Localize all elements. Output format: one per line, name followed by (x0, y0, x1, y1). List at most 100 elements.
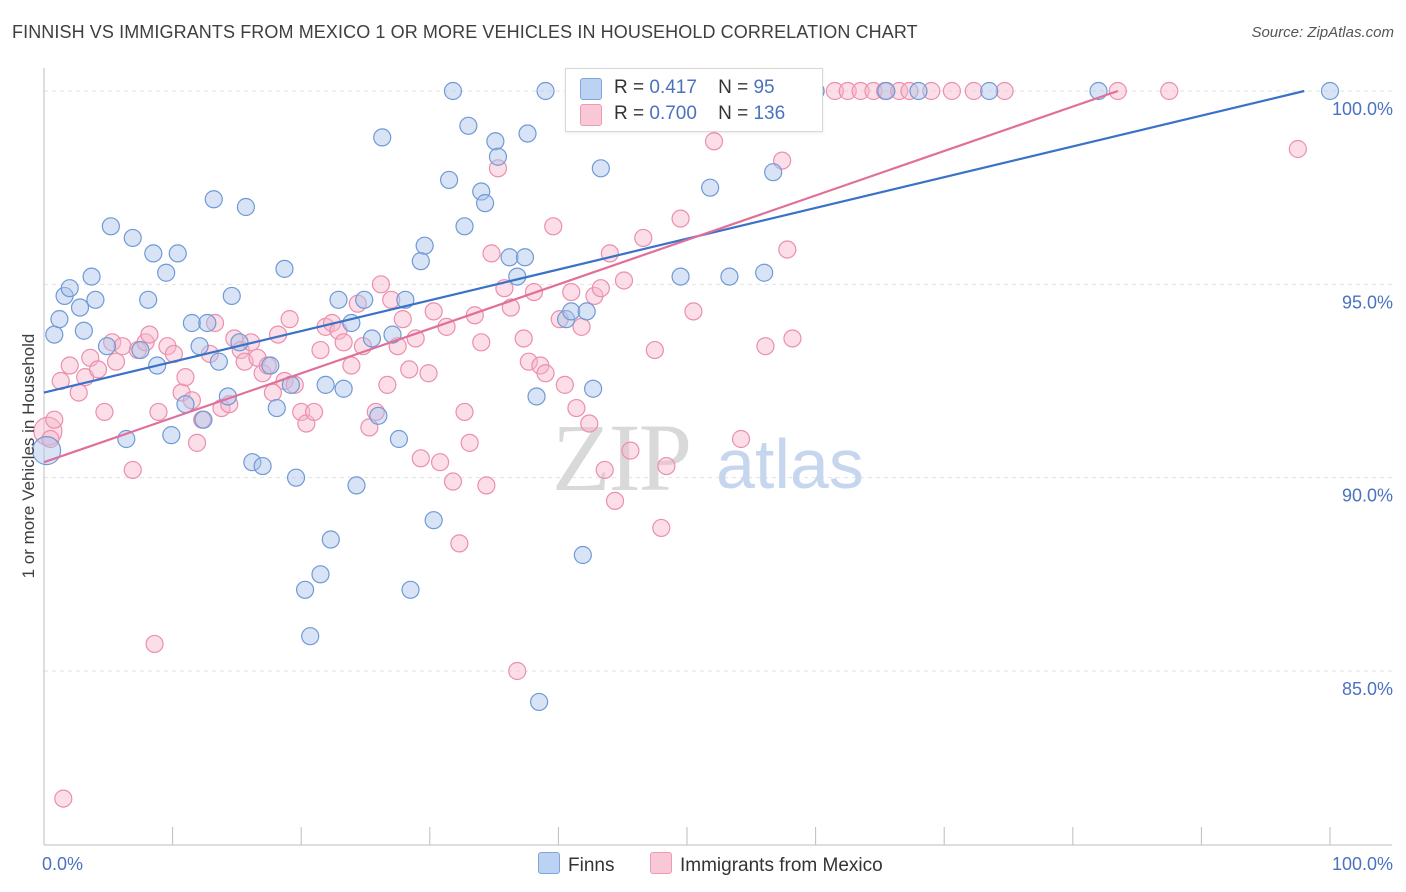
finns-point-31 (243, 453, 262, 472)
finns-point-6 (74, 321, 93, 340)
finns-point-8 (86, 290, 105, 309)
y-tick-label-1: 90.0% (1342, 486, 1393, 506)
mexico-point-87 (555, 375, 574, 394)
finns-point-87 (764, 163, 783, 182)
mexico-point-130 (942, 81, 962, 101)
mexico-point-58 (382, 290, 401, 309)
mexico-point-100 (634, 228, 653, 248)
mexico-point-122 (825, 81, 844, 101)
finns-point-84 (720, 267, 739, 286)
finns-point-12 (123, 228, 142, 248)
mexico-point-19 (149, 402, 168, 422)
bottom-mexico-swatch (650, 852, 672, 874)
finns-point-92 (980, 81, 999, 101)
stats-legend: R = 0.417 N = 95 R = 0.700 N = 136 (565, 68, 823, 132)
finns-point-14 (139, 290, 158, 309)
finns-point-7 (82, 267, 101, 286)
finns-point-32 (253, 456, 272, 476)
mexico-point-127 (890, 81, 909, 101)
finns-point-37 (286, 468, 306, 487)
mexico-point-96 (605, 491, 625, 510)
mexico-point-124 (851, 81, 870, 101)
mexico-point-88 (562, 282, 581, 302)
mexico-point-73 (472, 333, 491, 352)
mexico-point-134 (1160, 81, 1179, 101)
mexico-point-106 (671, 209, 690, 228)
mexico-point-13 (113, 337, 132, 356)
finns-point-24 (198, 313, 217, 333)
axes (43, 68, 1392, 846)
mexico-point-119 (783, 329, 802, 348)
finns-point-28 (222, 286, 241, 306)
mexico-point-108 (684, 302, 703, 321)
finns-point-1 (45, 325, 64, 344)
chart-title: FINNISH VS IMMIGRANTS FROM MEXICO 1 OR M… (12, 22, 918, 42)
mexico-point-23 (176, 368, 195, 387)
mexico-point-79 (508, 661, 527, 681)
mexico-point-18 (145, 634, 164, 654)
finns-point-65 (488, 147, 508, 166)
mexico-point-97 (614, 271, 634, 290)
finns-point-82 (701, 178, 720, 197)
finns-point-48 (362, 329, 382, 348)
finns-point-50 (373, 128, 392, 147)
finns-point-33 (261, 356, 280, 375)
y-tick-label-3: 100.0% (1332, 99, 1393, 119)
mexico-point-61 (400, 360, 419, 379)
mexico-point-113 (731, 429, 751, 449)
mexico-point-60 (393, 310, 412, 329)
bottom-legend-mexico: Immigrants from Mexico (650, 852, 883, 877)
mexico-point-57 (378, 375, 397, 394)
mexico-point-102 (645, 340, 664, 360)
finns-point-60 (455, 217, 474, 236)
finns-point-47 (355, 290, 374, 309)
mexico-point-41 (280, 310, 299, 329)
finns-point-56 (415, 236, 434, 255)
mexico-point-71 (460, 433, 479, 452)
mexico-point-123 (838, 81, 857, 101)
bottom-finns-label: Finns (568, 855, 615, 876)
finns-point-52 (389, 429, 409, 449)
mexico-point-25 (187, 433, 207, 452)
x-tick-label-1: 100.0% (1332, 854, 1393, 874)
grid-lines (44, 90, 1392, 672)
mexico-point-85 (544, 217, 563, 236)
mexico-point-75 (482, 244, 501, 263)
finns-point-74 (562, 302, 581, 321)
mexico-point-66 (430, 453, 450, 472)
finns-point-30 (236, 197, 256, 217)
finns-point-19 (168, 244, 187, 263)
mexico-point-63 (411, 449, 430, 468)
finns-point-46 (347, 476, 366, 495)
mexico-point-12 (106, 352, 126, 371)
mexico-point-132 (995, 81, 1014, 101)
finns-point-90 (877, 81, 896, 101)
finns-point-41 (316, 375, 335, 394)
finns-point-86 (755, 263, 774, 282)
mexico-point-2 (45, 410, 64, 429)
mexico-point-56 (371, 275, 391, 294)
mexico-point-131 (964, 81, 983, 101)
finns-point-25 (204, 190, 223, 209)
y-tick-label-0: 85.0% (1342, 679, 1393, 699)
mexico-point-81 (519, 352, 538, 371)
mexico-point-4 (54, 789, 73, 808)
mexico-point-129 (922, 81, 941, 101)
finns-point-64 (486, 132, 505, 151)
bottom-finns-swatch (538, 852, 560, 874)
finns-point-40 (311, 565, 330, 584)
mexico-point-17 (140, 325, 159, 344)
finns-point-0 (31, 436, 62, 466)
x-tick-label-0: 0.0% (42, 854, 83, 874)
finns-point-5 (70, 298, 90, 317)
finns-point-57 (424, 511, 443, 530)
mexico-point-103 (652, 518, 671, 538)
trend-lines (43, 89, 1305, 464)
mexico-point-80 (514, 329, 533, 348)
legend-finns-n-value: 95 (753, 77, 775, 98)
mexico-point-50 (334, 333, 353, 352)
bottom-mexico-label: Immigrants from Mexico (680, 855, 883, 876)
finns-point-44 (334, 379, 353, 398)
finns-point-54 (401, 580, 420, 599)
